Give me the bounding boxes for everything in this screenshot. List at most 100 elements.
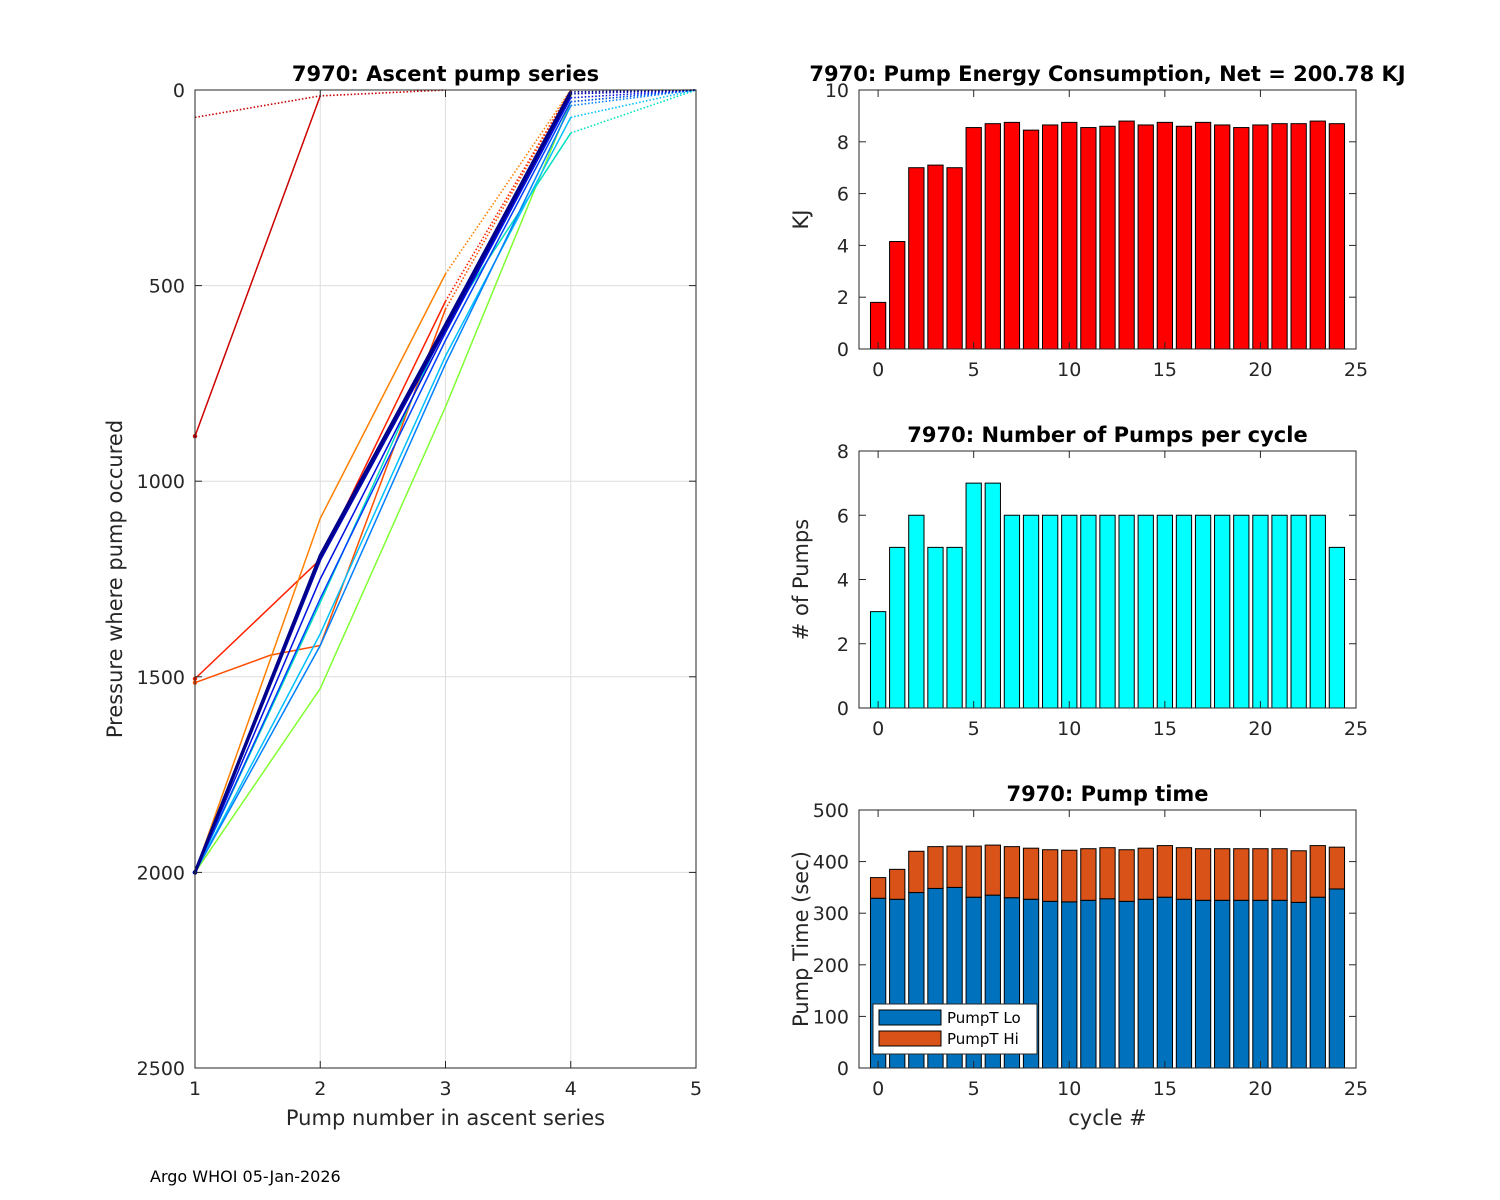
bar — [1061, 121, 1078, 350]
x-tick-label: 25 — [1344, 718, 1368, 740]
bar-segment — [927, 846, 944, 889]
x-tick-label: 2 — [314, 1078, 326, 1100]
pumps-title: 7970: Number of Pumps per cycle — [907, 423, 1307, 447]
bar — [1290, 123, 1307, 350]
bar — [889, 241, 906, 350]
x-tick-label: 5 — [968, 359, 980, 381]
bar — [1252, 124, 1269, 350]
x-tick-label: 0 — [872, 1078, 884, 1100]
bar-segment — [1194, 848, 1212, 901]
bar-segment — [965, 845, 982, 898]
bar — [1080, 514, 1097, 709]
bar — [1271, 514, 1288, 709]
bar — [1022, 129, 1040, 350]
x-tick-label: 20 — [1248, 718, 1272, 740]
y-tick-label: 500 — [149, 276, 185, 298]
bar-segment — [1233, 848, 1250, 901]
y-tick-label: 1000 — [137, 471, 185, 493]
x-tick-label: 3 — [439, 1078, 451, 1100]
bar-segment — [1252, 848, 1269, 901]
bar — [1003, 514, 1021, 709]
y-tick-label: 2000 — [137, 862, 185, 884]
x-tick-label: 10 — [1057, 718, 1081, 740]
energy-title: 7970: Pump Energy Consumption, Net = 200… — [809, 62, 1405, 86]
bar — [1156, 121, 1173, 350]
bar-segment — [1118, 900, 1135, 1069]
bar — [1042, 124, 1059, 350]
bar-segment — [1214, 848, 1231, 901]
bar — [1099, 125, 1116, 350]
bar-segment — [908, 850, 925, 894]
bar-segment — [1099, 898, 1116, 1069]
bar — [927, 164, 944, 350]
x-tick-label: 0 — [872, 359, 884, 381]
pumptime-xlabel: cycle # — [1068, 1106, 1147, 1130]
series-dotted-line — [444, 89, 572, 310]
y-tick-label: 2500 — [137, 1058, 185, 1080]
x-tick-label: 10 — [1057, 359, 1081, 381]
y-tick-label: 300 — [813, 903, 849, 925]
x-tick-label: 5 — [968, 1078, 980, 1100]
bar — [984, 482, 1001, 709]
series-line — [194, 132, 572, 873]
series-line — [194, 97, 572, 873]
series-line — [194, 101, 572, 873]
x-tick-label: 15 — [1153, 1078, 1177, 1100]
x-tick-label: 15 — [1153, 718, 1177, 740]
y-tick-label: 8 — [837, 441, 849, 463]
series-dotted-line — [570, 89, 697, 134]
bar-segment — [1080, 848, 1097, 901]
bar-segment — [1309, 845, 1326, 898]
series-dotted-line — [570, 89, 697, 119]
legend-swatch — [878, 1009, 942, 1026]
legend-label: PumpT Lo — [947, 1009, 1021, 1027]
ascent-title: 7970: Ascent pump series — [292, 62, 599, 86]
bar-segment — [1252, 899, 1269, 1069]
bar — [965, 127, 982, 350]
bar-segment — [1271, 848, 1288, 901]
bar — [1022, 514, 1040, 709]
bar — [908, 167, 925, 350]
y-tick-label: 6 — [837, 184, 849, 206]
y-tick-label: 4 — [837, 235, 849, 257]
series-line — [194, 308, 447, 684]
bar-segment — [1061, 901, 1078, 1069]
bar-segment — [946, 845, 963, 888]
bar-segment — [1042, 900, 1059, 1069]
x-tick-label: 25 — [1344, 1078, 1368, 1100]
bar — [1252, 514, 1269, 709]
bar — [1099, 514, 1116, 709]
legend-label: PumpT Hi — [947, 1030, 1019, 1048]
series-dotted-line — [444, 89, 572, 302]
bar — [1118, 120, 1135, 350]
x-tick-label: 20 — [1248, 359, 1272, 381]
bar — [1290, 514, 1307, 709]
y-tick-label: 0 — [837, 339, 849, 361]
bar — [946, 546, 963, 709]
bar-segment — [1118, 849, 1135, 902]
x-tick-label: 5 — [690, 1078, 702, 1100]
bar-segment — [1022, 847, 1040, 900]
bar — [984, 123, 1001, 350]
bar-segment — [1290, 901, 1307, 1069]
x-tick-label: 10 — [1057, 1078, 1081, 1100]
bar-segment — [1175, 898, 1193, 1069]
series-line — [194, 101, 572, 873]
pumptime-title: 7970: Pump time — [1006, 782, 1208, 806]
series-line — [193, 91, 573, 873]
y-tick-label: 200 — [813, 955, 849, 977]
bar — [1137, 514, 1154, 709]
series-dotted-line — [570, 89, 697, 107]
bar-segment — [1214, 899, 1231, 1069]
y-tick-label: 500 — [813, 800, 849, 822]
bar — [1118, 514, 1135, 709]
x-tick-label: 5 — [968, 718, 980, 740]
bar — [1194, 121, 1212, 350]
bar — [889, 546, 906, 709]
pumptime-ylabel: Pump Time (sec) — [789, 851, 813, 1027]
ascent-xlabel: Pump number in ascent series — [286, 1106, 605, 1130]
y-tick-label: 0 — [837, 1058, 849, 1080]
series-line — [194, 105, 572, 873]
